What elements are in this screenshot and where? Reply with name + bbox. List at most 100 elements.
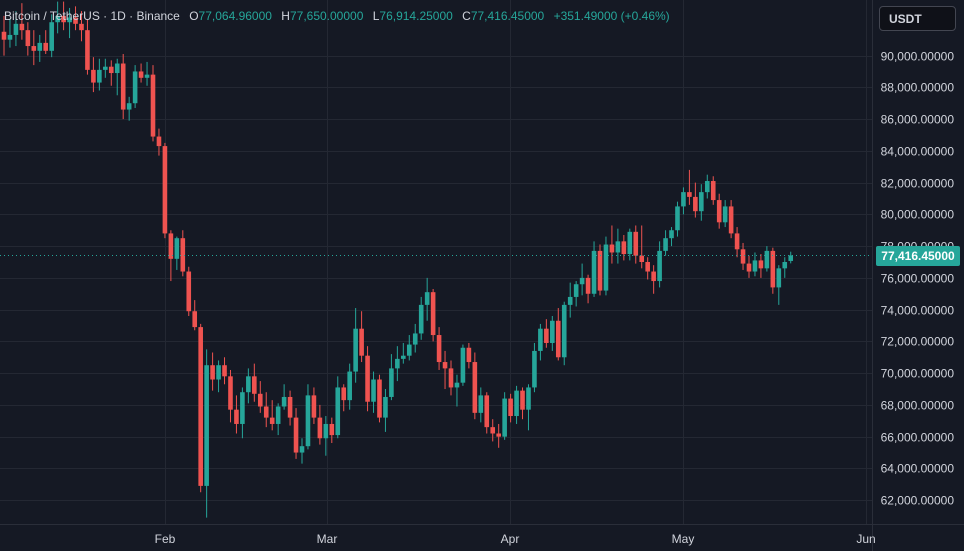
candle-body: [49, 22, 54, 51]
candle: [579, 263, 585, 296]
candle-body: [681, 192, 686, 207]
candle: [335, 376, 341, 439]
y-tick-label: 86,000.00000: [881, 113, 955, 127]
candle-body: [281, 396, 287, 407]
candle: [269, 400, 275, 431]
candle-body: [532, 350, 537, 388]
candle: [514, 385, 519, 424]
candle: [19, 3, 25, 40]
x-tick-label: May: [672, 532, 695, 546]
candle-body: [287, 396, 293, 418]
candle: [353, 308, 358, 383]
candle: [192, 300, 198, 331]
candle: [67, 7, 72, 39]
y-tick-label: 84,000.00000: [881, 145, 955, 159]
candle: [275, 403, 281, 436]
candle-body: [430, 292, 436, 336]
candle: [550, 315, 555, 351]
candle: [174, 236, 180, 270]
candle-body: [192, 311, 198, 328]
candle-body: [758, 260, 764, 269]
candles: [1, 1, 794, 518]
candle: [448, 360, 454, 396]
candle-body: [371, 379, 376, 402]
candle: [734, 227, 740, 258]
candle: [329, 417, 335, 444]
currency-button[interactable]: USDT: [879, 6, 956, 31]
candle: [526, 384, 531, 431]
candle: [377, 374, 382, 423]
candle: [573, 281, 579, 307]
candle: [156, 128, 162, 156]
candle: [639, 225, 645, 269]
candle-body: [460, 347, 466, 383]
candle: [490, 419, 496, 442]
candle-body: [776, 268, 782, 288]
candle-body: [323, 423, 329, 439]
candle-body: [651, 271, 656, 282]
candle: [484, 392, 490, 434]
close-value: 77,416.45000: [470, 9, 545, 23]
candle: [454, 374, 460, 407]
legend-header: Bitcoin / TetherUS · 1D · Binance O77,06…: [4, 9, 676, 23]
candle-body: [335, 387, 341, 436]
candle-body: [502, 398, 507, 437]
candle: [13, 11, 19, 47]
candle: [687, 169, 692, 205]
candle: [699, 184, 704, 221]
candle-body: [716, 200, 722, 223]
candle-body: [550, 320, 555, 343]
candle-body: [329, 423, 335, 436]
candle: [204, 349, 209, 518]
candle: [371, 371, 376, 413]
candle: [31, 30, 37, 66]
candle-body: [693, 196, 698, 212]
candle-body: [263, 406, 269, 418]
candle-body: [216, 365, 221, 380]
candle: [186, 266, 192, 316]
candle-body: [97, 69, 102, 83]
y-tick-label: 74,000.00000: [881, 304, 955, 318]
symbol-title[interactable]: Bitcoin / TetherUS · 1D · Binance: [4, 9, 180, 23]
candle-body: [597, 250, 603, 291]
candle-body: [555, 320, 561, 358]
candle: [126, 96, 132, 121]
candle-body: [228, 376, 233, 410]
candle-body: [639, 255, 645, 262]
candle-body: [257, 393, 263, 407]
candle-body: [79, 23, 84, 31]
candle: [442, 350, 448, 390]
candle-body: [520, 390, 525, 410]
y-tick-label: 64,000.00000: [881, 462, 955, 476]
candle-body: [782, 262, 788, 269]
time-axis[interactable]: Feb Mar Apr May Jun: [155, 532, 876, 546]
candle: [520, 387, 525, 420]
candle-body: [43, 42, 49, 51]
candle: [299, 438, 305, 464]
candle: [412, 323, 418, 353]
candle: [544, 319, 549, 348]
candle-body: [55, 15, 60, 23]
candle-body: [508, 398, 513, 417]
candle-body: [108, 66, 114, 74]
candle: [424, 277, 430, 321]
candle-body: [484, 395, 490, 428]
candle-body: [222, 365, 227, 377]
open-label: O: [189, 9, 199, 23]
candle: [710, 176, 716, 205]
candle-body: [788, 255, 794, 261]
candle: [561, 301, 567, 366]
candle: [627, 228, 633, 261]
candle-body: [311, 395, 317, 418]
candle: [311, 387, 317, 424]
candle-body: [150, 74, 156, 137]
candle-body: [144, 74, 150, 78]
candle-body: [442, 362, 448, 369]
candle: [466, 342, 472, 369]
candle: [436, 327, 442, 370]
price-axis[interactable]: 62,000.00000 64,000.00000 66,000.00000 68,0…: [881, 50, 955, 508]
candle: [114, 58, 120, 96]
candle: [323, 416, 329, 456]
